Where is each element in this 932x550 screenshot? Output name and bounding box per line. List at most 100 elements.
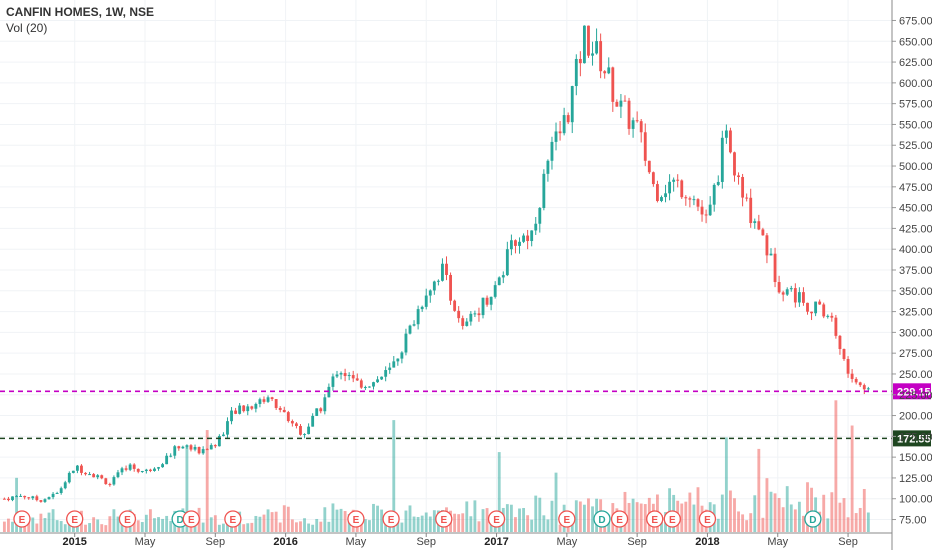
candle-body <box>501 275 505 278</box>
volume-bar <box>797 501 801 532</box>
candle-body <box>254 403 258 409</box>
volume-bar <box>530 519 534 532</box>
candle-body <box>854 378 858 383</box>
earnings-marker[interactable]: E <box>610 510 629 528</box>
earnings-marker[interactable]: E <box>698 510 717 528</box>
volume-bar <box>392 420 396 532</box>
candle-body <box>704 214 708 216</box>
price-axis[interactable]: 675.00 650.00 625.00 600.00 575.00 550.00 525.… <box>891 0 932 550</box>
candle-body <box>400 352 404 359</box>
earnings-marker[interactable]: E <box>558 510 576 528</box>
y-tick-label: 150.00 <box>899 452 932 464</box>
earnings-marker[interactable]: E <box>646 510 664 528</box>
dividend-marker[interactable]: D <box>804 510 822 528</box>
volume-bar <box>578 501 582 532</box>
candle-body <box>676 179 680 181</box>
volume-bar <box>789 504 793 532</box>
candle-body <box>242 405 246 412</box>
candle-body <box>132 464 136 469</box>
earnings-marker[interactable]: E <box>66 510 84 528</box>
volume-bar <box>108 516 112 532</box>
event-marker-letter: E <box>388 515 395 526</box>
volume-bar <box>668 488 672 532</box>
candle-body <box>477 313 481 316</box>
volume-bar <box>2 521 6 532</box>
candle-body <box>522 235 525 242</box>
volume-bar <box>461 513 465 532</box>
candle-body <box>692 199 696 201</box>
candle-body <box>578 58 582 64</box>
volume-bar <box>522 507 525 532</box>
candle-body <box>858 382 862 386</box>
volume-bar <box>226 522 229 532</box>
candle-body <box>781 292 785 295</box>
earnings-marker[interactable]: E <box>182 510 200 528</box>
volume-bar <box>335 509 339 532</box>
volume-bar <box>169 520 173 532</box>
candle-body <box>396 358 400 362</box>
candle-body <box>80 465 83 473</box>
candle-body <box>363 387 367 389</box>
level-229-label-box <box>893 383 931 400</box>
volume-bar <box>408 505 412 532</box>
candle-body <box>88 474 91 476</box>
volume-bar <box>830 492 834 532</box>
volume-bar <box>485 508 489 532</box>
earnings-marker[interactable]: E <box>663 510 681 528</box>
candle-body <box>724 130 728 138</box>
event-marker-circle <box>663 510 681 528</box>
volume-bar <box>116 516 120 532</box>
dividend-marker[interactable]: D <box>593 510 611 528</box>
volume-bar <box>262 514 266 532</box>
volume-bar <box>737 511 740 532</box>
volume-bar <box>761 517 765 532</box>
candle-body <box>351 375 355 379</box>
volume-bar <box>477 521 481 532</box>
earnings-marker[interactable]: E <box>347 510 365 528</box>
volume-bar <box>299 521 302 532</box>
candle-body <box>136 468 140 472</box>
earnings-marker[interactable]: E <box>118 510 137 528</box>
volume-bar <box>481 509 485 532</box>
candle-body <box>408 325 412 334</box>
candle-body <box>343 373 347 377</box>
y-tick-label: 400.00 <box>899 244 932 256</box>
volume-bar <box>497 452 501 532</box>
candle-body <box>806 302 809 312</box>
candle-body <box>708 204 712 216</box>
earnings-marker[interactable]: E <box>435 510 453 528</box>
candle-body <box>355 378 359 381</box>
candle-body <box>627 100 631 129</box>
volume-bar <box>92 517 96 532</box>
earnings-marker[interactable]: E <box>487 510 506 528</box>
candle-body <box>140 470 144 472</box>
earnings-marker[interactable]: E <box>13 510 31 528</box>
candle-body <box>720 137 724 182</box>
candle-body <box>23 495 27 498</box>
candle-body <box>631 120 635 129</box>
volume-bar <box>420 515 424 532</box>
candle-body <box>230 410 233 422</box>
earnings-marker[interactable]: E <box>382 510 400 528</box>
candle-body <box>753 221 757 224</box>
symbol-title: CANFIN HOMES, 1W, NSE <box>6 5 155 19</box>
candle-body <box>810 311 813 314</box>
x-tick-label: 2018 <box>695 536 719 548</box>
earnings-marker[interactable]: E <box>224 510 242 528</box>
event-marker-letter: E <box>704 515 711 526</box>
candle-body <box>339 373 343 375</box>
volume-bar <box>217 524 221 532</box>
volume-bar <box>558 524 562 532</box>
volume-bar <box>35 523 39 532</box>
candle-body <box>538 207 542 224</box>
candle-body <box>347 375 351 377</box>
candle-body <box>39 500 43 502</box>
candle-body <box>509 240 513 250</box>
y-tick-label: 450.00 <box>899 203 932 215</box>
candle-body <box>307 426 311 435</box>
candle-body <box>749 197 753 224</box>
y-tick-label: 525.00 <box>899 140 932 152</box>
time-axis[interactable]: 2015 May Sep 2016 May Sep 2017 May Sep 2018 May Sep <box>0 532 892 548</box>
volume-bar <box>55 520 59 532</box>
